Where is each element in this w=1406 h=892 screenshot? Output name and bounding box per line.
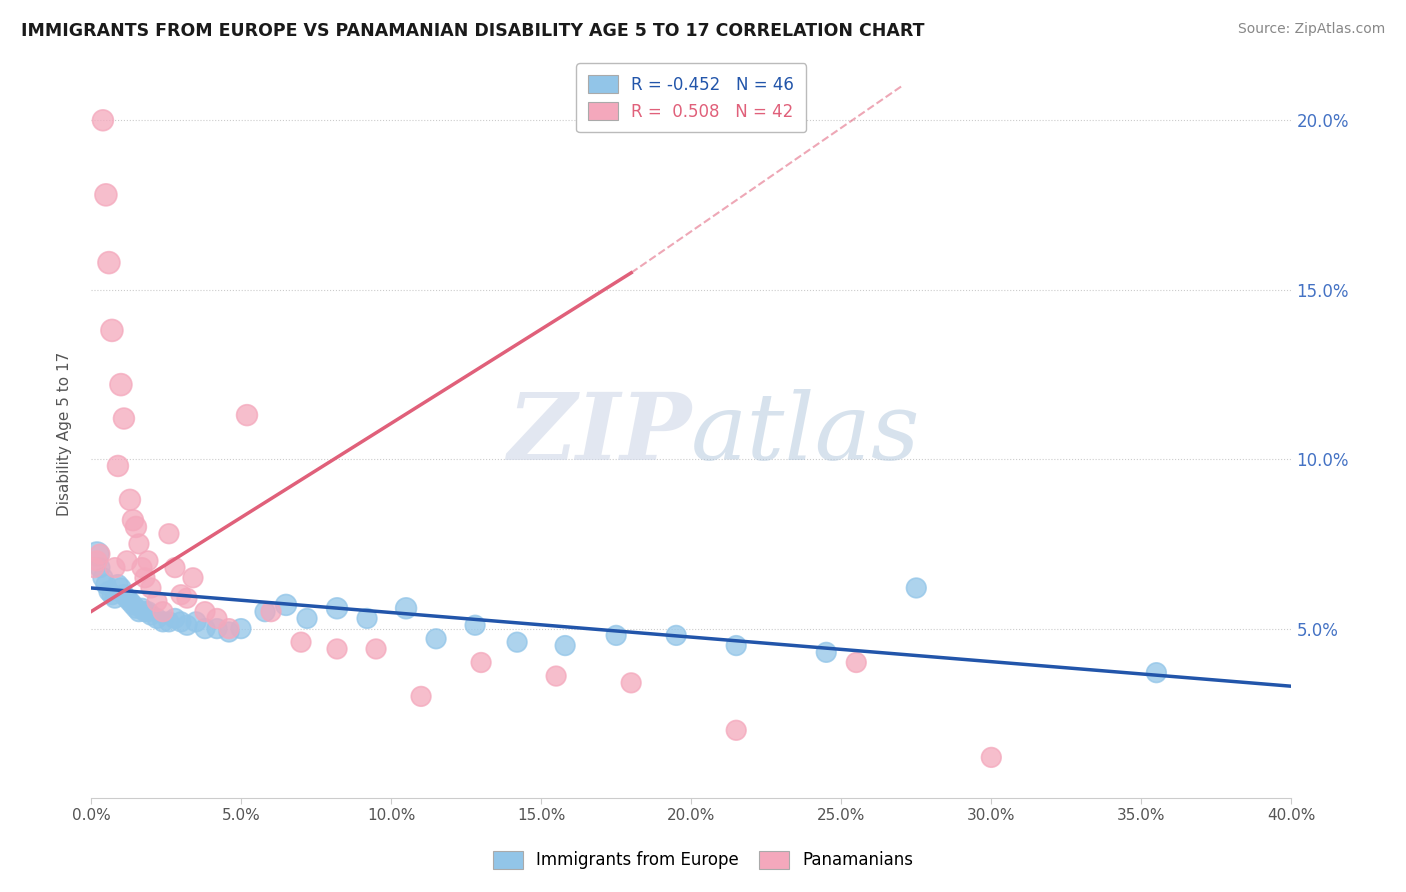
Point — [112, 588, 135, 602]
Point — [110, 581, 132, 595]
Point — [118, 492, 141, 507]
Point — [115, 554, 138, 568]
Point — [157, 526, 180, 541]
Point — [725, 723, 748, 738]
Text: Source: ZipAtlas.com: Source: ZipAtlas.com — [1237, 22, 1385, 37]
Point — [194, 622, 217, 636]
Point — [157, 615, 180, 629]
Point — [134, 605, 156, 619]
Point — [101, 588, 124, 602]
Point — [184, 615, 207, 629]
Point — [290, 635, 312, 649]
Point — [326, 601, 349, 615]
Point — [125, 520, 148, 534]
Point — [229, 622, 252, 636]
Point — [139, 581, 162, 595]
Point — [845, 656, 868, 670]
Point — [136, 605, 159, 619]
Point — [980, 750, 1002, 764]
Point — [107, 577, 129, 591]
Point — [725, 639, 748, 653]
Text: ZIP: ZIP — [508, 389, 692, 479]
Point — [395, 601, 418, 615]
Point — [218, 625, 240, 640]
Point — [205, 611, 228, 625]
Point — [546, 669, 568, 683]
Point — [104, 591, 127, 606]
Point — [91, 113, 114, 128]
Point — [128, 605, 150, 619]
Point — [125, 601, 148, 615]
Point — [1144, 665, 1167, 680]
Point — [122, 513, 145, 527]
Point — [409, 690, 432, 704]
Point — [146, 594, 169, 608]
Point — [139, 608, 162, 623]
Point — [506, 635, 529, 649]
Point — [86, 547, 108, 561]
Point — [163, 611, 186, 625]
Point — [89, 547, 111, 561]
Point — [253, 605, 276, 619]
Point — [128, 537, 150, 551]
Point — [115, 591, 138, 606]
Point — [170, 588, 193, 602]
Point — [425, 632, 447, 646]
Point — [136, 554, 159, 568]
Point — [665, 628, 688, 642]
Point — [110, 377, 132, 392]
Point — [260, 605, 283, 619]
Point — [122, 598, 145, 612]
Point — [146, 611, 169, 625]
Point — [194, 605, 217, 619]
Point — [134, 571, 156, 585]
Point — [112, 411, 135, 425]
Point — [274, 598, 297, 612]
Point — [205, 622, 228, 636]
Point — [181, 571, 204, 585]
Point — [118, 594, 141, 608]
Point — [101, 323, 124, 337]
Point — [170, 615, 193, 629]
Point — [605, 628, 627, 642]
Point — [905, 581, 928, 595]
Point — [218, 622, 240, 636]
Point — [152, 605, 174, 619]
Point — [91, 571, 114, 585]
Y-axis label: Disability Age 5 to 17: Disability Age 5 to 17 — [58, 351, 72, 516]
Text: IMMIGRANTS FROM EUROPE VS PANAMANIAN DISABILITY AGE 5 TO 17 CORRELATION CHART: IMMIGRANTS FROM EUROPE VS PANAMANIAN DIS… — [21, 22, 925, 40]
Point — [83, 560, 105, 574]
Point — [94, 187, 117, 202]
Point — [163, 560, 186, 574]
Point — [86, 554, 108, 568]
Point — [97, 255, 120, 269]
Point — [97, 584, 120, 599]
Point — [131, 601, 153, 615]
Point — [326, 642, 349, 657]
Point — [554, 639, 576, 653]
Point — [470, 656, 492, 670]
Point — [295, 611, 318, 625]
Point — [104, 560, 127, 574]
Point — [176, 591, 198, 606]
Point — [815, 645, 838, 659]
Point — [356, 611, 378, 625]
Point — [464, 618, 486, 632]
Point — [131, 560, 153, 574]
Point — [107, 458, 129, 473]
Point — [620, 676, 643, 690]
Legend: R = -0.452   N = 46, R =  0.508   N = 42: R = -0.452 N = 46, R = 0.508 N = 42 — [576, 63, 806, 132]
Point — [364, 642, 387, 657]
Legend: Immigrants from Europe, Panamanians: Immigrants from Europe, Panamanians — [482, 840, 924, 880]
Text: atlas: atlas — [692, 389, 921, 479]
Point — [176, 618, 198, 632]
Point — [152, 615, 174, 629]
Point — [89, 560, 111, 574]
Point — [94, 577, 117, 591]
Point — [236, 408, 259, 422]
